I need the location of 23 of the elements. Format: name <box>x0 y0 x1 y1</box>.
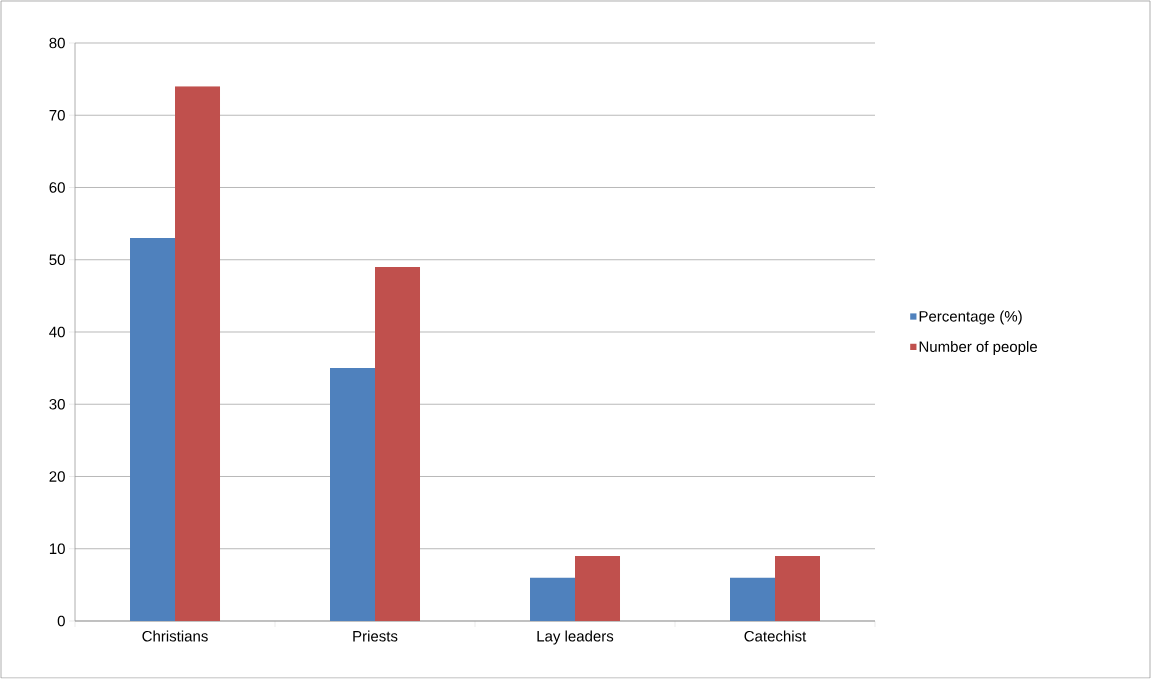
y-tick-label: 70 <box>49 109 65 121</box>
y-tick-label: 50 <box>49 254 65 266</box>
x-tick-label: Christians <box>142 630 208 642</box>
bar <box>775 555 820 621</box>
y-tick-label: 0 <box>57 615 65 627</box>
legend-label: Percentage (%) <box>919 310 1022 325</box>
x-tick-label: Catechist <box>744 630 807 642</box>
bar <box>530 577 576 621</box>
legend-label: Number of people <box>919 340 1037 355</box>
bar <box>130 238 176 621</box>
bar <box>375 266 421 621</box>
y-tick-label: 30 <box>49 398 65 410</box>
y-tick-label: 80 <box>49 37 65 49</box>
x-tick-label: Lay leaders <box>537 630 614 645</box>
bar <box>175 86 221 621</box>
bar <box>575 555 621 621</box>
y-tick-label: 60 <box>49 182 65 193</box>
y-tick-label: 20 <box>49 471 65 482</box>
y-tick-label: 10 <box>49 543 65 555</box>
bar <box>330 368 376 621</box>
bar <box>730 577 776 621</box>
x-tick-label: Priests <box>353 630 398 642</box>
y-tick-label: 40 <box>49 326 65 338</box>
